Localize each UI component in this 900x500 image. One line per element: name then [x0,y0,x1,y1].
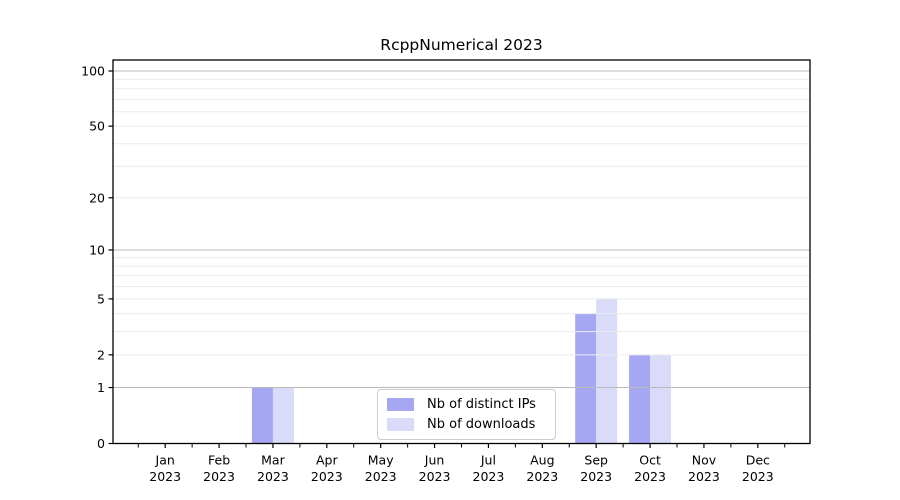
x-tick-label-year: 2023 [365,469,397,484]
x-tick-label-year: 2023 [311,469,343,484]
x-tick-label-month: Feb [208,453,230,468]
x-tick-label-year: 2023 [742,469,774,484]
y-tick-label: 1 [97,380,105,395]
legend: Nb of distinct IPs Nb of downloads [377,389,556,440]
x-tick-label-year: 2023 [473,469,505,484]
y-tick-label: 50 [89,119,105,134]
legend-label: Nb of distinct IPs [427,397,536,412]
x-tick-label-month: Jul [480,453,496,468]
x-tick-label-month: Jan [155,453,175,468]
x-tick-label-year: 2023 [257,469,289,484]
legend-item-downloads: Nb of downloads [387,417,545,432]
x-tick-label-month: Oct [639,453,661,468]
axes-frame [112,59,811,445]
x-tick-label-year: 2023 [526,469,558,484]
bar-downloads [596,298,618,444]
x-tick-label-year: 2023 [419,469,451,484]
bar-distinct-ips [629,354,651,444]
bar-downloads [650,354,672,444]
x-tick-label-month: Dec [746,453,770,468]
y-tick-label: 20 [89,190,105,205]
x-tick-label-month: Sep [584,453,608,468]
y-tick-label: 5 [97,291,105,306]
y-tick-label: 2 [97,347,105,362]
legend-swatch-downloads [387,418,414,431]
x-tick-label-month: May [368,453,394,468]
x-tick-label-month: Aug [530,453,554,468]
bar-distinct-ips [575,313,597,444]
x-tick-label-month: Mar [261,453,285,468]
x-tick-label-month: Jun [424,453,445,468]
x-tick-label-year: 2023 [634,469,666,484]
x-tick-label-year: 2023 [580,469,612,484]
y-tick-label: 100 [81,64,105,79]
chart-title: RcppNumerical 2023 [380,36,543,54]
bar-distinct-ips [251,387,273,444]
x-tick-label-year: 2023 [203,469,235,484]
x-tick-label-month: Nov [692,453,717,468]
x-tick-label-month: Apr [316,453,338,468]
bar-downloads [272,387,294,444]
x-tick-label-year: 2023 [688,469,720,484]
x-tick-label-year: 2023 [149,469,181,484]
y-tick-label: 10 [89,242,105,257]
legend-swatch-distinct-ips [387,398,414,411]
legend-label: Nb of downloads [427,417,536,432]
y-tick-label: 0 [97,436,105,451]
legend-item-distinct-ips: Nb of distinct IPs [387,397,545,412]
